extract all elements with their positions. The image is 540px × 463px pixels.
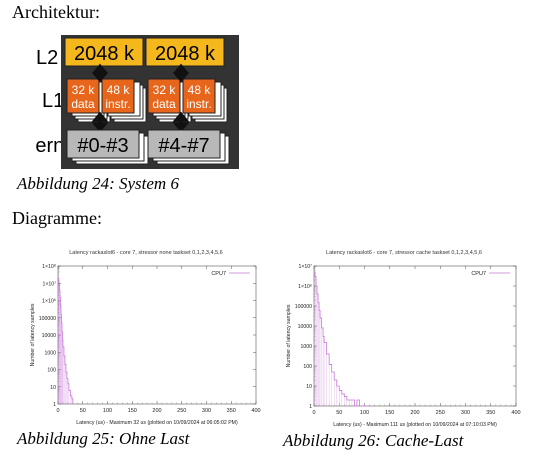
x-tick-label: 0 [312, 410, 315, 416]
x-tick-label: 300 [461, 410, 470, 416]
l1-instr-label-right: instr. [186, 97, 211, 111]
l2-cache-left [64, 37, 144, 67]
plot-frame [313, 265, 517, 407]
x-tick-label: 300 [202, 408, 211, 414]
x-tick-label: 350 [486, 410, 495, 416]
y-tick-label: 1×10⁸ [42, 264, 56, 270]
x-tick-label: 150 [385, 410, 394, 416]
y-tick-label: 100 [47, 368, 56, 374]
x-tick-label: 400 [251, 408, 260, 414]
x-axis-label: Latency (us) - Maximum 111 us (plotted o… [333, 422, 497, 428]
plot-frame [57, 265, 257, 405]
core-group-right [147, 129, 221, 159]
y-tick-label: 100000 [39, 316, 56, 322]
y-tick-label: 100000 [295, 304, 312, 310]
series-line-cpu7 [314, 271, 371, 407]
x-tick-label: 350 [227, 408, 236, 414]
y-tick-label: 1 [53, 402, 56, 408]
y-tick-label: 1×10⁷ [42, 281, 56, 287]
y-tick-label: 1×10⁶ [42, 299, 56, 305]
x-tick-label: 200 [410, 410, 419, 416]
architecture-diagram: L2 L1 Kern 2048 k 2048 k 32 k data 48 k … [36, 35, 239, 169]
y-tick-label: 100 [303, 364, 312, 370]
x-tick-label: 100 [103, 408, 112, 414]
level-label-l2: L2 [36, 47, 58, 69]
l2-cache-left-label: 2048 k [74, 43, 135, 65]
y-tick-label: 1×10⁷ [298, 264, 312, 270]
l2-cache-right [145, 37, 225, 67]
l1-instr-size-left: 48 k [107, 83, 131, 97]
x-tick-label: 150 [128, 408, 137, 414]
level-label-l1: L1 [42, 90, 64, 112]
series-line-cpu7 [58, 277, 74, 405]
y-tick-label: 10 [306, 384, 312, 390]
l1-data-label-left: data [71, 97, 95, 111]
l1-data-cache-left [66, 78, 100, 114]
figure-24-caption: Abbildung 24: System 6 [17, 174, 179, 193]
y-tick-label: 1000 [44, 350, 56, 356]
x-tick-label: 250 [436, 410, 445, 416]
y-tick-label: 1000 [300, 344, 312, 350]
core-group-right-label: #4-#7 [158, 135, 209, 157]
x-tick-label: 100 [360, 410, 369, 416]
x-tick-label: 200 [152, 408, 161, 414]
x-tick-label: 250 [177, 408, 186, 414]
l1-instr-cache-right [182, 78, 216, 114]
y-axis-label: Number of latency samples [30, 303, 36, 366]
y-tick-label: 10000 [298, 324, 313, 330]
y-tick-label: 10000 [42, 333, 57, 339]
figure-25-caption: Abbildung 25: Ohne Last [17, 429, 190, 448]
x-tick-label: 50 [336, 410, 342, 416]
l1-instr-cache-left [101, 78, 135, 114]
l1-data-size-right: 32 k [153, 83, 177, 97]
latency-plot-cache-load: Latency rackaslot6 - core 7, stressor ca… [286, 250, 521, 428]
l1-instr-size-right: 48 k [188, 83, 212, 97]
architecture-heading: Architektur: [12, 2, 100, 22]
figure-26-caption: Abbildung 26: Cache-Last [283, 431, 464, 450]
x-axis-label: Latency (us) - Maximum 32 us (plotted on… [76, 420, 238, 426]
chart-title: Latency rackaslot6 - core 7, stressor no… [69, 250, 222, 256]
chart-title: Latency rackaslot6 - core 7, stressor ca… [326, 250, 482, 256]
x-tick-label: 50 [80, 408, 86, 414]
x-tick-label: 0 [56, 408, 59, 414]
y-tick-label: 1×10⁶ [298, 284, 312, 290]
legend-label: CPU7 [471, 271, 486, 277]
y-axis-label: Number of latency samples [286, 304, 292, 367]
l1-data-label-right: data [152, 97, 176, 111]
level-label-kern: Kern [36, 135, 64, 157]
l1-instr-label-left: instr. [105, 97, 130, 111]
core-group-left-label: #0-#3 [77, 135, 128, 157]
latency-plot-no-load: Latency rackaslot6 - core 7, stressor no… [30, 250, 261, 426]
legend-label: CPU7 [211, 271, 226, 277]
core-group-left [66, 129, 140, 159]
y-tick-label: 10 [50, 385, 56, 391]
y-tick-label: 1 [309, 404, 312, 410]
x-tick-label: 400 [511, 410, 520, 416]
l1-data-cache-right [147, 78, 181, 114]
l2-cache-right-label: 2048 k [155, 43, 216, 65]
diagrams-heading: Diagramme: [12, 208, 102, 228]
l1-data-size-left: 32 k [72, 83, 96, 97]
